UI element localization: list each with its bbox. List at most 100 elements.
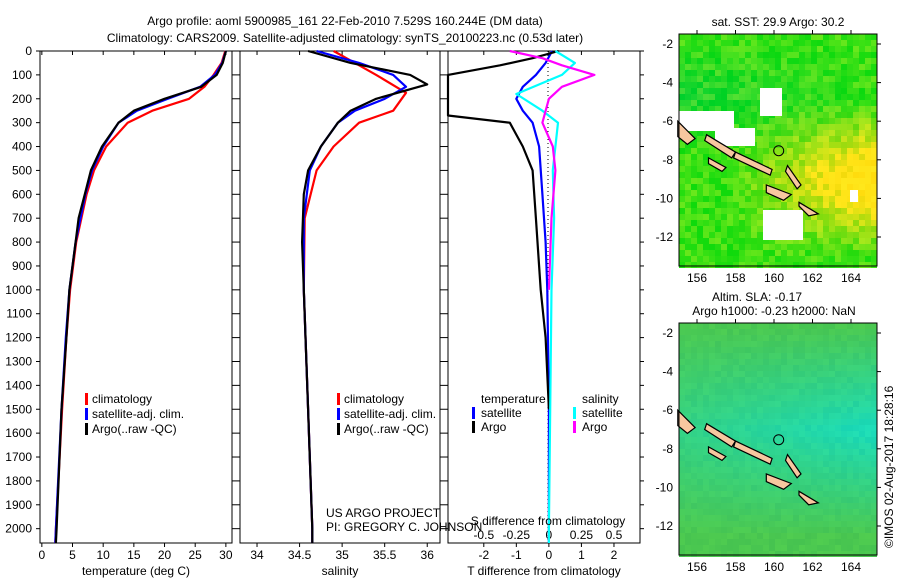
map-cell <box>727 503 733 509</box>
map-cell <box>769 467 775 473</box>
map-cell <box>793 371 799 377</box>
map-cell <box>871 443 877 449</box>
map-cell <box>679 214 685 220</box>
map-cell <box>859 521 865 527</box>
map-cell <box>691 166 697 172</box>
map-cell <box>853 262 859 268</box>
map-cell <box>685 160 691 166</box>
map-cell <box>715 196 721 202</box>
island <box>703 133 737 159</box>
map-cell <box>739 88 745 94</box>
map-cell <box>733 419 739 425</box>
map-cell <box>841 527 847 533</box>
map-cell <box>841 443 847 449</box>
map-cell <box>811 395 817 401</box>
map-cell <box>685 323 691 329</box>
map-cell <box>685 226 691 232</box>
map-cell <box>727 106 733 112</box>
map-cell <box>679 82 685 88</box>
map-cell <box>763 323 769 329</box>
map-cell <box>817 359 823 365</box>
map-cell <box>811 100 817 106</box>
map-cell <box>733 467 739 473</box>
map-cell <box>793 172 799 178</box>
lat-tick-label: -12 <box>656 230 674 244</box>
map-cell <box>757 190 763 196</box>
map-cell <box>721 491 727 497</box>
map-cell <box>709 130 715 136</box>
map-cell <box>751 208 757 214</box>
map-cell <box>853 142 859 148</box>
map-cell <box>781 76 787 82</box>
map-cell <box>709 106 715 112</box>
map-cell <box>787 130 793 136</box>
map-cell <box>805 82 811 88</box>
map-cell <box>829 497 835 503</box>
map-cell <box>847 461 853 467</box>
map-cell <box>751 70 757 76</box>
map-cell <box>805 178 811 184</box>
map-cell <box>769 46 775 52</box>
map-cell <box>685 46 691 52</box>
map-cell <box>799 34 805 40</box>
map-cell <box>685 142 691 148</box>
map-cell <box>811 329 817 335</box>
map-cell <box>829 52 835 58</box>
map-cell <box>865 365 871 371</box>
pi-credit: PI: GREGORY C. JOHNSON <box>326 520 482 534</box>
map-cell <box>853 443 859 449</box>
map-cell <box>829 196 835 202</box>
map-cell <box>739 371 745 377</box>
map-cell <box>727 419 733 425</box>
map-cell <box>871 371 877 377</box>
map-cell <box>679 160 685 166</box>
map-cell <box>679 166 685 172</box>
map-cell <box>715 479 721 485</box>
map-cell <box>865 76 871 82</box>
map-cell <box>709 515 715 521</box>
map-cell <box>793 407 799 413</box>
map-cell <box>685 341 691 347</box>
map-cell <box>751 178 757 184</box>
map-cell <box>781 395 787 401</box>
map-cell <box>859 220 865 226</box>
map-cell <box>811 401 817 407</box>
map-cell <box>739 539 745 545</box>
map-cell <box>865 515 871 521</box>
sst-map-title: sat. SST: 29.9 Argo: 30.2 <box>712 15 845 29</box>
map-cell <box>805 118 811 124</box>
map-cell <box>691 46 697 52</box>
map-cell <box>757 58 763 64</box>
island <box>677 119 697 146</box>
map-cell <box>805 395 811 401</box>
map-cell <box>799 419 805 425</box>
x-tick-label: -1 <box>511 548 522 562</box>
map-cell <box>811 142 817 148</box>
map-cell <box>799 449 805 455</box>
map-cell <box>757 527 763 533</box>
map-cell <box>829 449 835 455</box>
map-cell <box>871 262 877 268</box>
map-cell <box>691 551 697 557</box>
map-cell <box>745 491 751 497</box>
map-cell <box>841 389 847 395</box>
map-cell <box>847 70 853 76</box>
map-cell <box>709 323 715 329</box>
map-cell <box>793 64 799 70</box>
map-cell <box>745 329 751 335</box>
map-cell <box>847 64 853 70</box>
map-cell <box>679 34 685 40</box>
map-cell <box>685 166 691 172</box>
map-cell <box>859 88 865 94</box>
map-cell <box>823 118 829 124</box>
map-cell <box>715 389 721 395</box>
map-cell <box>757 226 763 232</box>
map-cell <box>751 148 757 154</box>
map-cell <box>841 130 847 136</box>
map-cell <box>709 70 715 76</box>
title-line-2: Climatology: CARS2009. Satellite-adjuste… <box>107 31 583 45</box>
map-cell <box>793 431 799 437</box>
map-cell <box>841 425 847 431</box>
map-cell <box>757 160 763 166</box>
